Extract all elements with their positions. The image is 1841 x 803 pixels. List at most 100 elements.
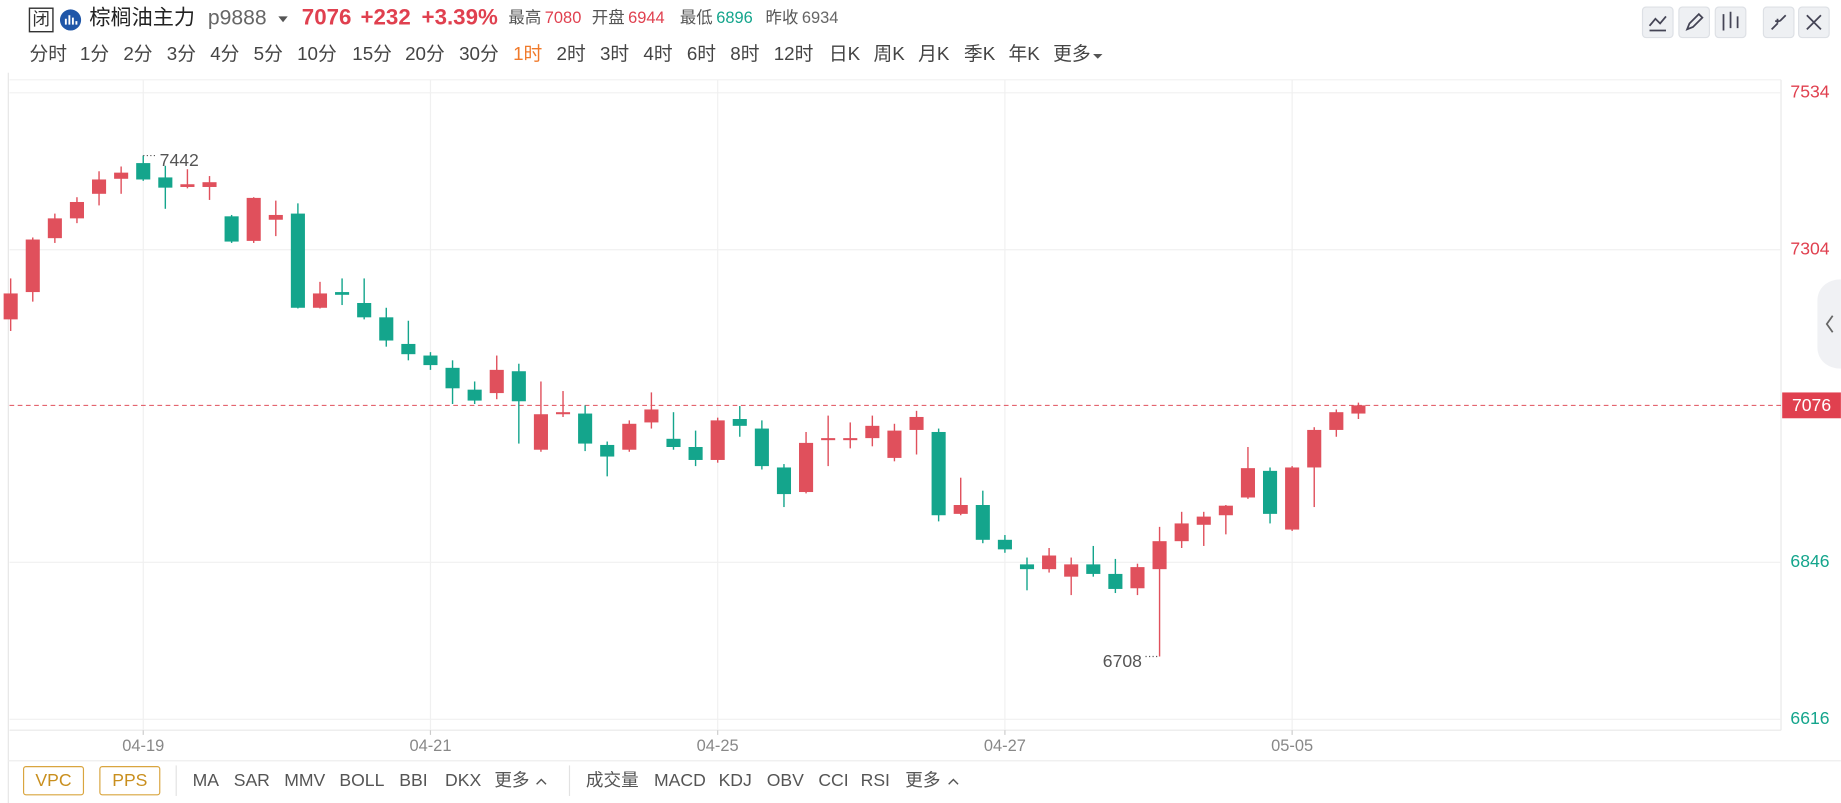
sub-indicator[interactable]: 成交量	[586, 770, 639, 790]
timeframe[interactable]: 4时	[643, 43, 672, 64]
tool-button[interactable]	[1762, 6, 1795, 39]
sub-indicator[interactable]: OBV	[767, 770, 804, 790]
overlay-button[interactable]	[99, 766, 161, 796]
candle-body	[312, 293, 328, 308]
candle-body	[290, 213, 305, 308]
candle-body	[821, 438, 836, 441]
candle-body	[335, 292, 350, 295]
candle-body	[732, 419, 747, 426]
candle-body	[666, 438, 681, 447]
candle-body	[953, 505, 968, 514]
sub-indicator[interactable]: RSI	[861, 770, 890, 790]
candle-body	[1351, 405, 1366, 414]
overlay-label[interactable]: PPS	[112, 770, 147, 790]
sub-indicator[interactable]: KDJ	[719, 770, 752, 790]
min-label: 6708	[1103, 651, 1142, 671]
overlay-button[interactable]	[22, 766, 85, 796]
tool-icon	[1648, 15, 1667, 32]
main-indicator[interactable]: BBI	[399, 770, 427, 790]
y-tick-label: 6616	[1790, 708, 1829, 728]
tool-icon	[1771, 14, 1787, 30]
stat-value: 7080	[545, 9, 582, 27]
tool-button[interactable]	[1678, 6, 1710, 39]
candle-body	[600, 444, 615, 457]
candle-body	[445, 367, 460, 389]
main-indicator[interactable]: DKX	[445, 770, 481, 790]
tools	[1641, 6, 1830, 39]
symbol[interactable]: 棕榈油主力	[89, 5, 195, 29]
sub-indicator[interactable]: MACD	[654, 770, 706, 790]
candle-body	[887, 430, 902, 458]
timeframe[interactable]: 20分	[405, 43, 445, 64]
main-indicator[interactable]: MMV	[284, 770, 325, 790]
timeframe[interactable]: 5分	[254, 43, 283, 64]
candle-body	[1174, 523, 1189, 542]
x-tick-label: 04-27	[984, 737, 1026, 755]
candle-body	[1152, 541, 1167, 570]
symbol-caret[interactable]	[278, 16, 288, 23]
timeframe[interactable]: 30分	[459, 43, 499, 64]
candle-body	[931, 431, 946, 516]
timeframe[interactable]: 周K	[874, 43, 906, 64]
candle-body	[114, 172, 129, 179]
main-indicator[interactable]: BOLL	[339, 770, 384, 790]
tool-icons	[1648, 11, 1822, 32]
y-tick-label: 7304	[1790, 238, 1829, 258]
timeframe[interactable]: 更多	[1053, 43, 1091, 64]
timeframe[interactable]: 分时	[29, 43, 67, 64]
timeframe[interactable]: 1分	[80, 43, 109, 64]
timeframe[interactable]: 月K	[918, 43, 950, 64]
timeframe[interactable]: 日K	[829, 43, 861, 64]
timeframe[interactable]: 4分	[210, 43, 239, 64]
change-pct: +3.39%	[422, 5, 498, 30]
main-indicator[interactable]: MA	[193, 770, 220, 790]
candle-body	[92, 179, 107, 194]
price: 7076	[302, 5, 352, 30]
candle-body	[268, 214, 283, 220]
timeframe[interactable]: 季K	[964, 43, 996, 64]
timeframe[interactable]: 1时	[513, 43, 542, 64]
main-indicator[interactable]: 更多	[494, 770, 529, 790]
timeframe[interactable]: 2时	[557, 43, 586, 64]
stat-value: 6944	[628, 9, 665, 27]
timeframe[interactable]: 年K	[1009, 43, 1041, 64]
main-indicator[interactable]: SAR	[234, 770, 270, 790]
candle-body	[1196, 516, 1211, 525]
overlay-label[interactable]: VPC	[35, 770, 71, 790]
candle-body	[799, 442, 814, 493]
timeframe[interactable]: 8时	[730, 43, 759, 64]
timeframe[interactable]: 3时	[600, 43, 629, 64]
side-tab-arrow	[1825, 315, 1834, 333]
candle-body	[47, 218, 62, 239]
candle-body	[975, 505, 990, 540]
timeframe[interactable]: 2分	[123, 43, 152, 64]
sub-indicator[interactable]: 更多	[905, 770, 940, 790]
sub-indicator[interactable]: CCI	[818, 770, 848, 790]
more-caret[interactable]	[1093, 54, 1103, 59]
timeframe[interactable]: 15分	[352, 43, 392, 64]
stat-label: 开盘	[592, 8, 625, 27]
x-tick-label: 04-21	[409, 737, 451, 755]
exchange-icon-bars	[64, 15, 78, 25]
timeframe[interactable]: 3分	[167, 43, 196, 64]
badge-box	[28, 7, 54, 33]
candle-body	[3, 293, 18, 320]
candle-body	[865, 425, 880, 439]
side-tab[interactable]	[1817, 279, 1841, 369]
code[interactable]: p9888	[208, 6, 267, 29]
candle-body	[224, 216, 239, 242]
stat-label: 最高	[508, 9, 541, 27]
timeframe[interactable]: 12时	[774, 43, 814, 64]
candle-body	[1218, 505, 1233, 516]
stat-value: 6934	[802, 9, 839, 27]
max-label: 7442	[160, 150, 199, 170]
candle-body	[467, 389, 482, 401]
stat-value: 6896	[716, 9, 753, 27]
timeframe[interactable]: 10分	[297, 43, 337, 64]
timeframe[interactable]: 6时	[687, 43, 716, 64]
candle-body	[754, 428, 769, 467]
candle-body	[1042, 555, 1057, 570]
candle-body	[644, 409, 659, 423]
